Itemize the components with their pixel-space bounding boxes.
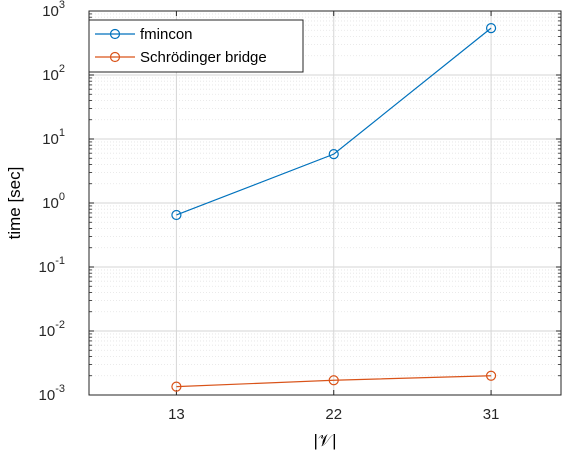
- data-point-schrodinger-bridge: [171, 381, 182, 392]
- data-point-schrodinger-bridge: [328, 375, 339, 386]
- y-tick-label: 102: [42, 63, 65, 84]
- legend: fmincon Schrödinger bridge: [88, 19, 304, 73]
- y-tick-exponent: -2: [55, 319, 65, 331]
- y-tick-exponent: 2: [59, 63, 65, 75]
- y-tick-label: 10-3: [39, 383, 65, 404]
- data-point-schrodinger-bridge: [485, 370, 497, 381]
- y-tick-exponent: -3: [55, 383, 65, 395]
- legend-label-schrodinger-bridge: Schrödinger bridge: [140, 49, 267, 66]
- data-point-fmincon: [485, 23, 497, 34]
- y-tick-exponent: 1: [59, 127, 65, 139]
- y-tick-label: 101: [42, 127, 65, 148]
- x-axis-label: |𝒱|: [314, 431, 337, 450]
- data-point-fmincon: [171, 209, 182, 221]
- data-point-fmincon: [328, 149, 339, 160]
- y-tick-exponent: -1: [55, 255, 65, 267]
- y-tick-label: 10-1: [39, 255, 65, 276]
- y-tick-exponent: 3: [59, 0, 65, 11]
- x-tick-label: 13: [168, 406, 185, 423]
- y-tick-label: 10-2: [39, 319, 65, 340]
- series-line-fmincon: [176, 27, 492, 216]
- y-axis-label: time [sec]: [5, 167, 24, 240]
- y-tick-label: 103: [42, 0, 65, 20]
- axis-ticks: [89, 10, 561, 396]
- series-line-schrodinger-bridge: [176, 375, 492, 388]
- legend-marker-fmincon: [109, 28, 121, 40]
- x-tick-label: 22: [325, 406, 342, 423]
- x-tick-label: 31: [483, 406, 500, 423]
- y-tick-label: 100: [42, 191, 65, 212]
- legend-marker-schrodinger-bridge: [109, 51, 121, 63]
- x-tick-labels: 13 22 31: [168, 406, 499, 423]
- legend-box: [88, 19, 304, 73]
- legend-label-fmincon: fmincon: [140, 26, 193, 43]
- minor-grid: [89, 13, 561, 377]
- y-tick-exponent: 0: [59, 191, 65, 203]
- series-layer: [171, 23, 497, 392]
